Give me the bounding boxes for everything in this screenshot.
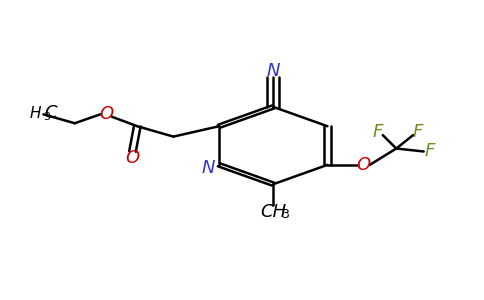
Text: N: N	[267, 61, 280, 80]
Text: O: O	[99, 105, 113, 123]
Text: O: O	[357, 156, 371, 174]
Text: F: F	[425, 142, 435, 160]
Text: 3: 3	[44, 112, 50, 122]
Text: F: F	[373, 123, 383, 141]
Text: H: H	[30, 106, 42, 121]
Text: F: F	[413, 123, 423, 141]
Text: C: C	[45, 104, 57, 122]
Text: 3: 3	[281, 208, 289, 221]
Text: O: O	[125, 149, 139, 167]
Text: CH: CH	[260, 203, 287, 221]
Text: N: N	[202, 159, 215, 177]
